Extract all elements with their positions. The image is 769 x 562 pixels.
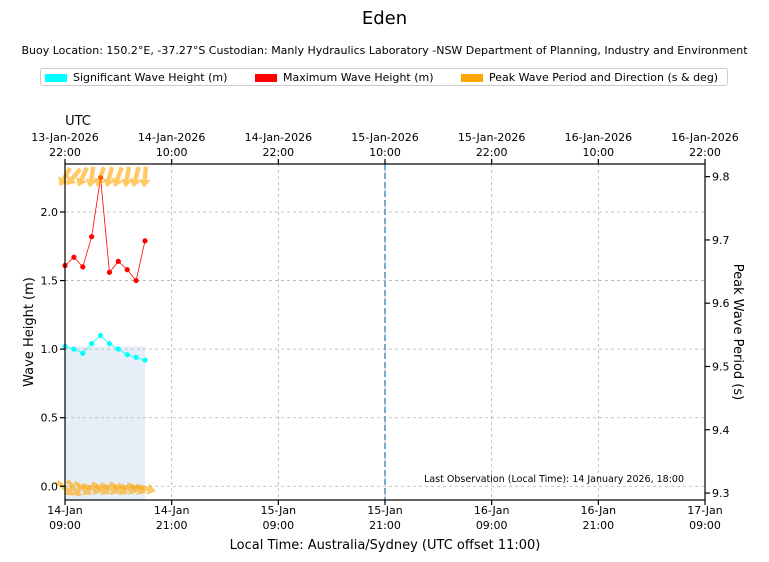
x-top-tick-label-date: 14-Jan-2026 [138, 131, 206, 144]
peak-direction-arrow [120, 166, 133, 188]
x-tick-label-time: 09:00 [49, 519, 81, 532]
x-tick-label-date: 15-Jan [261, 504, 297, 517]
chart-subtitle: Buoy Location: 150.2°E, -37.27°S Custodi… [21, 44, 748, 57]
y-tick-label: 0.5 [41, 412, 59, 425]
x-top-tick-label-time: 22:00 [476, 146, 508, 159]
significant-wave-height-point [97, 332, 104, 339]
y2-tick-label: 9.5 [712, 360, 730, 373]
x-tick-label-time: 09:00 [262, 519, 294, 532]
legend-swatch-peak [461, 74, 483, 82]
x-tick-label-date: 15-Jan [367, 504, 403, 517]
y-tick-label: 2.0 [41, 206, 59, 219]
x-top-tick-label-date: 15-Jan-2026 [458, 131, 526, 144]
x-top-tick-label-time: 10:00 [369, 146, 401, 159]
last-observation-annotation: Last Observation (Local Time): 14 Januar… [424, 474, 684, 485]
y2-tick-label: 9.3 [712, 487, 730, 500]
x-tick-label-date: 17-Jan [687, 504, 723, 517]
maximum-wave-height-point [80, 264, 86, 270]
chart-legend: Significant Wave Height (m) Maximum Wave… [40, 68, 728, 86]
x-tick-label-date: 16-Jan [581, 504, 617, 517]
peak-direction-arrow [76, 166, 89, 187]
y2-tick-label: 9.8 [712, 171, 730, 184]
x-tick-label-date: 16-Jan [474, 504, 510, 517]
significant-wave-height-point [89, 341, 95, 347]
x-top-tick-label-date: 16-Jan-2026 [671, 131, 739, 144]
bottom-direction-arrow [108, 481, 128, 495]
x-tick-label-time: 21:00 [369, 519, 401, 532]
maximum-wave-height-point [71, 254, 77, 260]
legend-swatch-significant [45, 74, 67, 82]
y-tick-label: 0.0 [41, 480, 59, 493]
significant-wave-height-line [64, 334, 146, 361]
x-top-tick-label-date: 13-Jan-2026 [31, 131, 99, 144]
x-top-tick-label-time: 10:00 [582, 146, 614, 159]
peak-direction-arrow [129, 166, 142, 188]
legend-label-significant: Significant Wave Height (m) [73, 71, 228, 84]
x-top-tick-label-time: 22:00 [689, 146, 721, 159]
maximum-wave-height-line [64, 177, 146, 282]
peak-direction-arrow [138, 166, 151, 188]
x-tick-label-time: 09:00 [689, 519, 721, 532]
maximum-wave-height-point [106, 269, 113, 275]
peak-direction-arrow [102, 166, 115, 188]
x-tick-label-time: 21:00 [582, 519, 614, 532]
bottom-direction-arrow [90, 481, 111, 495]
x-tick-label-time: 09:00 [476, 519, 508, 532]
y2-tick-label: 9.7 [712, 234, 730, 247]
bottom-direction-arrow [65, 479, 81, 497]
x-top-tick-label-time: 22:00 [262, 146, 294, 159]
maximum-wave-height-point [133, 277, 139, 284]
significant-wave-height-point [133, 354, 139, 360]
maximum-wave-height-point [124, 267, 130, 273]
x-tick-label-date: 14-Jan [154, 504, 190, 517]
peak-direction-arrow [93, 166, 107, 187]
x-axis-label: Local Time: Australia/Sydney (UTC offset… [230, 538, 541, 553]
x-tick-label-time: 21:00 [156, 519, 188, 532]
legend-swatch-maximum [255, 74, 277, 82]
y2-axis-label: Peak Wave Period (s) [730, 264, 745, 400]
observation-shaded-region [65, 346, 145, 500]
significant-wave-height-point [71, 346, 77, 352]
y2-tick-label: 9.6 [712, 297, 730, 310]
significant-wave-height-point [124, 352, 130, 358]
x-top-tick-label-date: 15-Jan-2026 [351, 131, 419, 144]
maximum-wave-height-point [89, 234, 95, 240]
y-tick-label: 1.5 [41, 275, 59, 288]
peak-direction-arrow [66, 167, 83, 186]
maximum-wave-height-point [142, 238, 148, 244]
x-top-tick-label-time: 10:00 [156, 146, 188, 159]
significant-wave-height-point [80, 350, 86, 356]
y-axis-label: Wave Height (m) [22, 277, 37, 387]
significant-wave-height-point [106, 341, 113, 347]
legend-label-peak: Peak Wave Period and Direction (s & deg) [489, 71, 719, 84]
peak-direction-arrow [85, 166, 98, 188]
legend-label-maximum: Maximum Wave Height (m) [283, 71, 434, 84]
significant-wave-height-point [115, 346, 121, 352]
legend-item-peak-wave-period: Peak Wave Period and Direction (s & deg) [461, 71, 718, 84]
bottom-direction-arrow [73, 480, 92, 495]
x-top-tick-label-time: 22:00 [49, 146, 81, 159]
top-axis-label: UTC [65, 114, 91, 129]
x-top-tick-label-date: 16-Jan-2026 [565, 131, 633, 144]
x-top-tick-label-date: 14-Jan-2026 [245, 131, 313, 144]
peak-direction-arrow [111, 166, 124, 187]
y2-tick-label: 9.4 [712, 424, 730, 437]
significant-wave-height-point [142, 357, 148, 363]
maximum-wave-height-point [115, 258, 121, 264]
x-tick-label-date: 14-Jan [47, 504, 83, 517]
bottom-direction-arrow [134, 483, 156, 495]
y-tick-label: 1.0 [41, 343, 59, 356]
legend-item-significant-wave-height: Significant Wave Height (m) [45, 71, 227, 84]
legend-item-maximum-wave-height: Maximum Wave Height (m) [255, 71, 434, 84]
chart-title: Eden [361, 8, 408, 29]
